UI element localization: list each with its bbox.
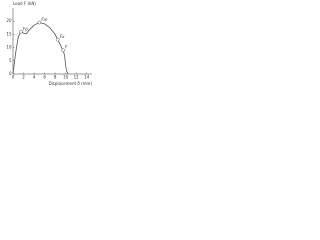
x-tick-label: 8 — [54, 75, 57, 80]
y-tick-label: 20 — [6, 18, 12, 23]
marker — [19, 29, 23, 34]
marker — [37, 20, 42, 25]
x-tick-label: 0 — [12, 75, 15, 80]
y-tick-label: 5 — [9, 58, 12, 63]
y-tick-label: 10 — [6, 45, 12, 50]
marker — [55, 37, 60, 42]
annotation: Fp — [23, 26, 28, 31]
annotation: Fm — [41, 17, 47, 22]
y-tick-label: 15 — [6, 31, 12, 36]
x-axis-label: Displacement δ (mm) — [49, 81, 93, 86]
annotation: F — [65, 45, 68, 50]
annotation: Fu — [60, 34, 65, 39]
y-axis-label: Load F (kN) — [13, 1, 36, 6]
x-tick-label: 14 — [84, 75, 90, 80]
x-tick-label: 12 — [74, 75, 80, 80]
x-tick-label: 2 — [22, 75, 25, 80]
x-tick-label: 4 — [33, 75, 36, 80]
chart: Load F (kN) Displacement δ (mm) 05101520… — [6, 1, 93, 86]
x-tick-label: 6 — [43, 75, 46, 80]
marker — [61, 48, 65, 53]
x-tick-label: 10 — [63, 75, 69, 80]
y-tick-label: 0 — [9, 71, 12, 76]
